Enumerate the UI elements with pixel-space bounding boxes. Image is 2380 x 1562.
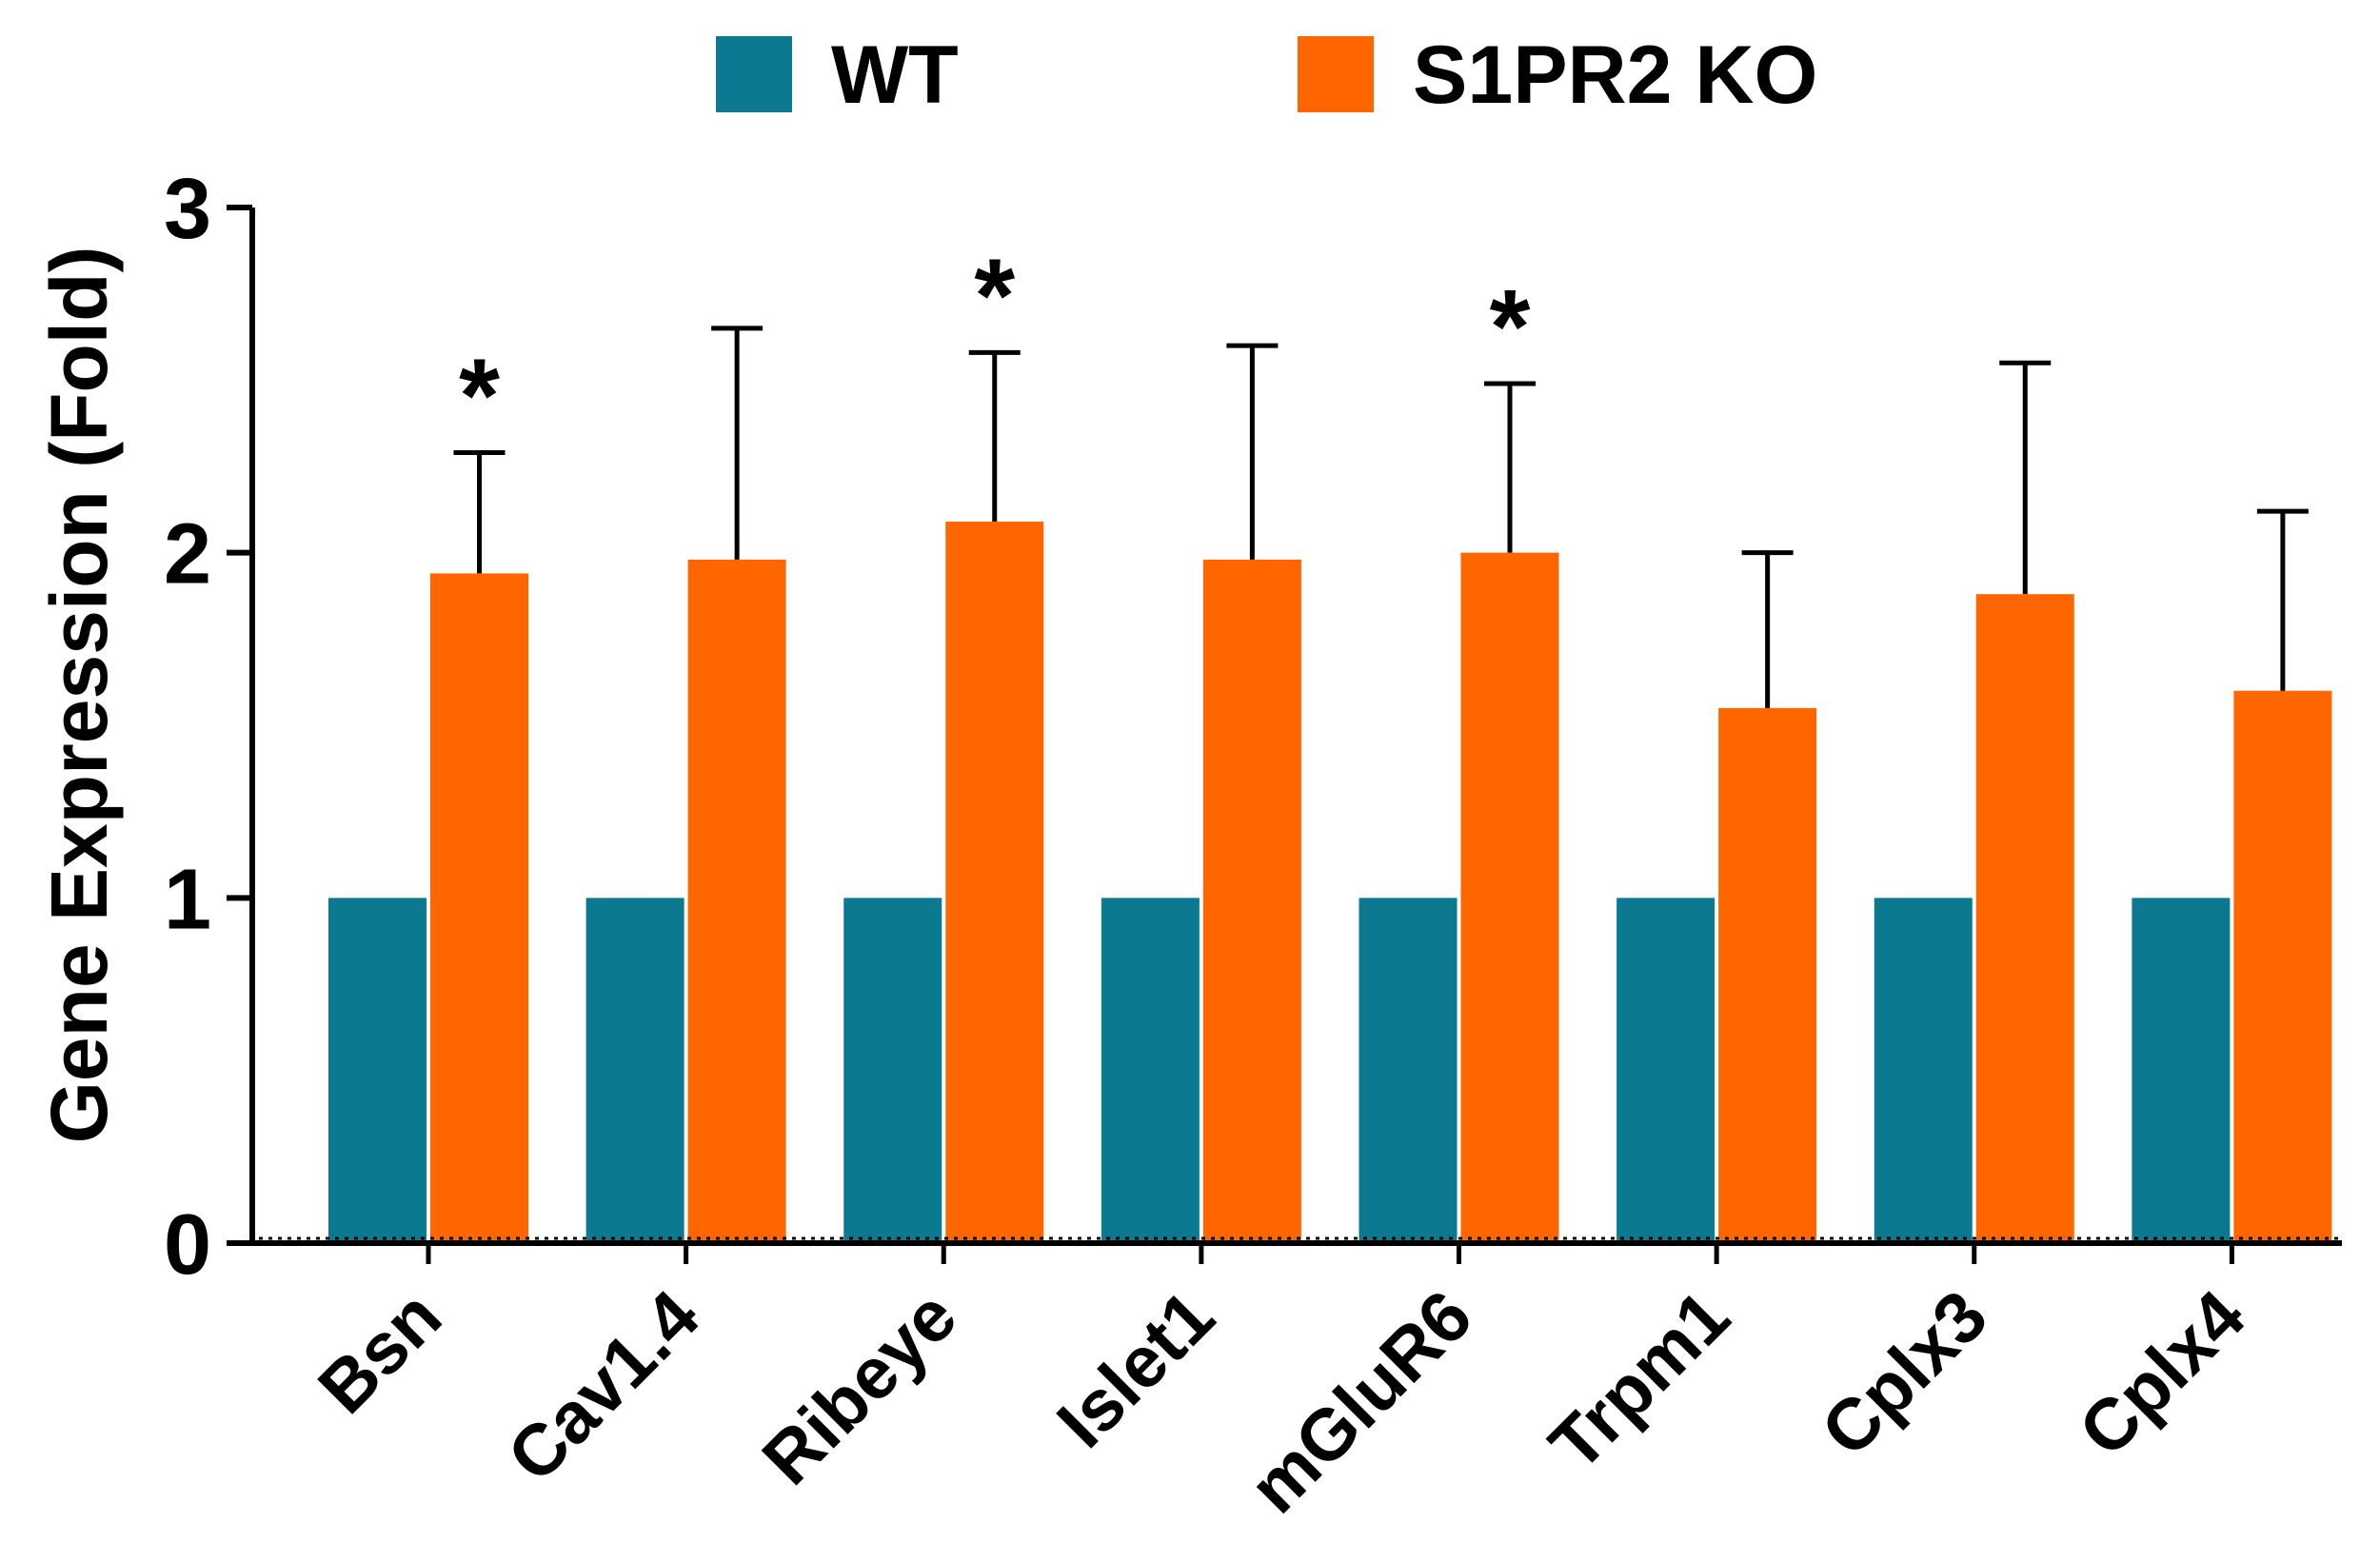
bar-wt <box>1616 898 1716 1243</box>
bar-wt <box>1874 898 1973 1243</box>
bar-wt <box>843 898 942 1243</box>
bar-wt <box>2132 898 2231 1243</box>
y-ticks: 0 1 2 3 <box>164 162 252 1293</box>
x-tick-label: Cplx3 <box>1806 1275 2002 1472</box>
y-tick-label: 1 <box>164 852 211 947</box>
x-tick-label: Cplx4 <box>2064 1275 2260 1472</box>
bar-ko <box>945 522 1044 1243</box>
bar-ko <box>430 573 528 1243</box>
bar-wt <box>585 898 684 1243</box>
bars <box>328 522 2332 1243</box>
legend-label-wt: WT <box>831 30 959 121</box>
axes <box>249 208 2342 1246</box>
legend: WT S1PR2 KO <box>716 30 1817 121</box>
legend-swatch-wt <box>716 36 792 112</box>
error-bars <box>453 326 2309 708</box>
x-tick-label: mGluR6 <box>1234 1275 1487 1529</box>
bar-wt <box>1359 898 1458 1243</box>
x-tick-label: Ribeye <box>747 1275 972 1500</box>
y-tick-label: 0 <box>164 1197 211 1293</box>
bar-wt <box>1101 898 1200 1243</box>
bar-ko <box>1975 594 2074 1243</box>
x-ticks: Bsn Cav1.4 Ribeye Islet1 mGluR6 Trpm1 Cplx3 Cpl… <box>303 1243 2260 1529</box>
bar-ko <box>2233 690 2332 1243</box>
significance-markers: * * * <box>459 237 1531 454</box>
bar-ko <box>1718 707 1817 1243</box>
bar-wt <box>328 898 426 1243</box>
bar-ko <box>1460 552 1559 1243</box>
x-tick-label: Cav1.4 <box>492 1275 714 1497</box>
bar-ko <box>687 559 786 1243</box>
bar-ko <box>1202 559 1301 1243</box>
significance-asterisk: * <box>1490 268 1531 386</box>
x-tick-label: Trpm1 <box>1535 1275 1745 1486</box>
y-axis-label: Gene Expression (Fold) <box>34 247 124 1144</box>
significance-asterisk: * <box>974 237 1015 354</box>
x-tick-label: Bsn <box>303 1275 457 1430</box>
y-tick-label: 2 <box>164 507 211 603</box>
y-tick-label: 3 <box>164 162 211 257</box>
significance-asterisk: * <box>459 337 500 454</box>
x-tick-label: Islet1 <box>1041 1275 1230 1464</box>
legend-swatch-ko <box>1298 36 1374 112</box>
legend-label-ko: S1PR2 KO <box>1413 30 1817 121</box>
